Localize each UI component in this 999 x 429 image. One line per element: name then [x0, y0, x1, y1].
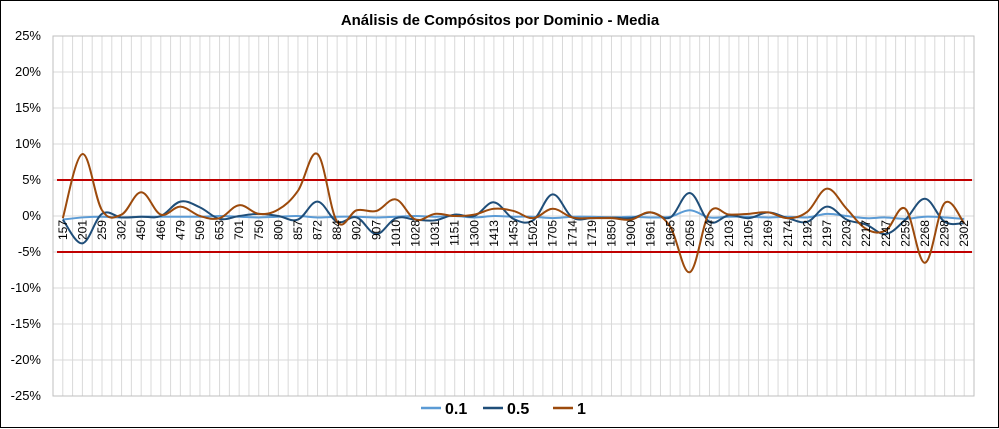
y-tick-label: 25%: [15, 28, 41, 43]
y-tick-label: 10%: [15, 136, 41, 151]
y-tick-label: -5%: [18, 244, 42, 259]
x-tick-label: 884: [330, 220, 344, 240]
x-tick-label: 1300: [467, 220, 481, 247]
x-tick-label: 2064: [702, 220, 716, 247]
legend-label: 0.5: [507, 401, 529, 418]
x-tick-label: 1151: [448, 220, 462, 246]
plot-area-border: [52, 35, 975, 397]
y-axis: 25% 20% 15% 10% 5% 0% -5% -10% -15% -20% -25%: [11, 28, 42, 403]
x-tick-label: 701: [232, 220, 246, 240]
x-tick-label: 2174: [781, 220, 795, 247]
x-tick-label: 872: [311, 220, 325, 240]
x-tick-label: 1502: [526, 220, 540, 247]
reference-lines: [57, 179, 972, 253]
x-tick-label: 509: [193, 220, 207, 240]
x-tick-label: 1705: [546, 220, 560, 247]
y-tick-label: -25%: [11, 388, 42, 403]
x-tick-label: 857: [291, 220, 305, 240]
x-tick-label: 1965: [663, 220, 677, 247]
series-line-1: [61, 152, 966, 274]
x-tick-label: 1719: [585, 220, 599, 247]
x-tick-label: 2103: [722, 220, 736, 247]
series-layer: [61, 152, 966, 274]
x-tick-label: 907: [369, 220, 383, 240]
x-tick-label: 1413: [487, 220, 501, 247]
y-tick-label: -10%: [11, 280, 42, 295]
y-tick-label: 0%: [22, 208, 41, 223]
x-tick-label: 466: [154, 220, 168, 240]
x-tick-label: 259: [95, 220, 109, 240]
x-tick-label: 2192: [800, 220, 814, 247]
x-tick-label: 1714: [565, 220, 579, 247]
x-tick-label: 2105: [742, 220, 756, 247]
legend: 0.1 0.5 1: [421, 401, 586, 418]
x-tick-label: 157: [56, 220, 70, 240]
x-tick-label: 2217: [859, 220, 873, 247]
x-tick-label: 2197: [820, 220, 834, 247]
x-tick-label: 302: [115, 220, 129, 240]
x-tick-label: 2268: [918, 220, 932, 247]
x-tick-label: 902: [350, 220, 364, 240]
x-tick-label: 2298: [938, 220, 952, 247]
x-axis: 157 201 259 302 450 466 479 509 653 701 750 800 857 8…: [56, 220, 971, 247]
x-tick-label: 1010: [389, 220, 403, 247]
x-tick-label: 201: [75, 220, 89, 240]
x-tick-label: 2203: [840, 220, 854, 247]
x-tick-label: 1028: [409, 220, 423, 247]
x-tick-label: 750: [252, 220, 266, 240]
x-tick-label: 479: [173, 220, 187, 240]
x-tick-label: 1900: [624, 220, 638, 247]
x-tick-label: 450: [134, 220, 148, 240]
x-tick-label: 2259: [898, 220, 912, 247]
y-tick-label: -15%: [11, 316, 42, 331]
y-tick-label: 15%: [15, 100, 41, 115]
chart-title: Análisis de Compósitos por Dominio - Med…: [341, 12, 660, 29]
legend-label: 1: [577, 401, 586, 418]
x-tick-label: 2058: [683, 220, 697, 247]
x-tick-label: 1850: [604, 220, 618, 247]
x-tick-label: 653: [213, 220, 227, 240]
y-tick-label: -20%: [11, 352, 42, 367]
series-line-0-5: [61, 191, 965, 245]
x-tick-label: 2247: [879, 220, 893, 247]
x-tick-label: 2302: [957, 220, 971, 247]
x-tick-label: 2169: [761, 220, 775, 247]
x-tick-label: 1031: [428, 220, 442, 247]
x-tick-label: 1453: [507, 220, 521, 247]
y-tick-label: 20%: [15, 64, 41, 79]
legend-label: 0.1: [445, 401, 467, 418]
y-tick-label: 5%: [22, 172, 41, 187]
x-tick-label: 800: [271, 220, 285, 240]
x-tick-label: 1961: [644, 220, 658, 247]
